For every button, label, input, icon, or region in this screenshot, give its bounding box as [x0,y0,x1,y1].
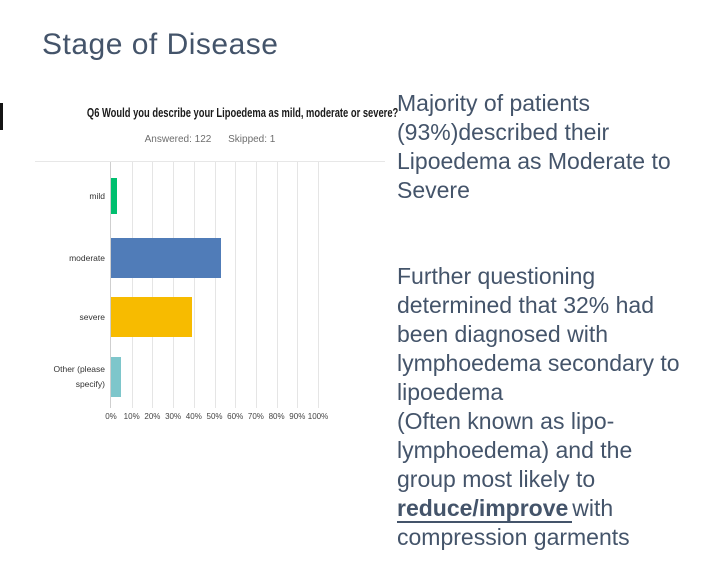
chart-question-text: Q6 Would you describe your Lipoedema as … [86,106,399,120]
category-label: severe [79,311,105,322]
gridline [131,162,133,408]
gridline [255,162,257,408]
gridline [214,162,216,408]
x-tick-label: 40% [185,412,202,421]
note-paragraph-1-text: Majority of patients (93%)described thei… [397,90,671,203]
category-label: moderate [69,252,105,263]
left-edge-artifact [0,103,3,130]
gridline [297,162,299,408]
answered-count: Answered: 122 [144,134,212,145]
x-tick-label: 0% [105,412,117,421]
category-label: Other (please specify) [53,364,106,389]
x-tick-label: 10% [123,412,140,421]
gridline [318,162,319,408]
x-tick-label: 50% [206,412,223,421]
x-tick-label: 20% [144,412,161,421]
bar-moderate [111,238,221,278]
x-tick-label: 60% [227,412,244,421]
note-paragraph-2: Further questioning determined that 32% … [397,262,720,552]
bar-severe [111,297,192,337]
emphasis-reduce-improve: reduce/improve [397,495,573,523]
chart-divider-line [35,161,385,162]
page-title: Stage of Disease [42,28,279,61]
gridline [152,162,154,408]
survey-chart-image: Q6 Would you describe your Lipoedema as … [35,100,398,440]
chart-plot-area: 0% 10% 20% 30% 40% 50% 60% 70% 80% 90% 100% mild mo… [54,162,328,421]
gridline [235,162,237,408]
note-paragraph-2-start: Further questioning determined that 32% … [397,263,680,492]
x-axis-ticks: 0% 10% 20% 30% 40% 50% 60% 70% 80% 90% 100% [105,412,328,426]
gridline [193,162,195,408]
gridline [276,162,278,408]
bar-other [111,357,122,397]
x-tick-label: 70% [247,412,264,421]
x-tick-label: 100% [307,412,329,421]
skipped-count: Skipped: 1 [228,134,276,145]
x-tick-label: 30% [165,412,182,421]
category-label: mild [89,190,105,201]
slide: Stage of Disease Q6 Would you describe y… [0,28,680,550]
gridline [173,162,175,408]
x-tick-label: 90% [289,412,306,421]
chart-question-title: Q6 Would you describe your Lipoedema as … [35,106,398,120]
chart-answered-line: Answered: 122 Skipped: 1 [35,134,385,145]
notes-text-column: Majority of patients (93%)described thei… [397,60,720,581]
x-tick-label: 80% [268,412,285,421]
bar-mild [111,178,118,214]
note-paragraph-1: Majority of patients (93%)described thei… [397,89,720,205]
